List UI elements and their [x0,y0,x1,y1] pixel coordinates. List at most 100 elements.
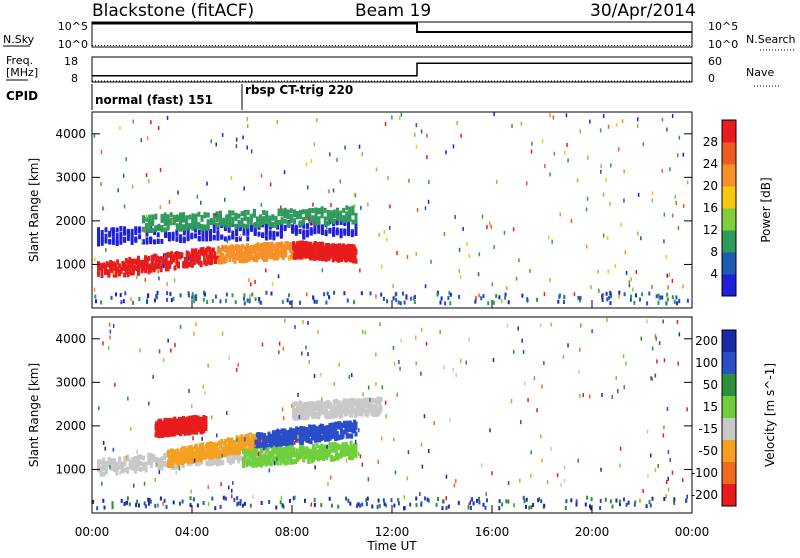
heatmap-cell [225,298,227,303]
heatmap-cell [491,471,493,476]
heatmap-cell [312,447,316,453]
heatmap-cell [140,138,142,143]
heatmap-cell [608,295,611,300]
heatmap-cell [455,479,457,483]
heatmap-cell [577,458,579,463]
heatmap-cell [208,459,212,465]
heatmap-cell [377,498,380,503]
heatmap-cell [352,450,356,456]
heatmap-cell [359,454,362,459]
heatmap-cell [478,496,480,501]
heatmap-cell [266,455,270,461]
heatmap-cell [673,299,676,304]
heatmap-cell [274,218,278,224]
heatmap-cell [159,496,162,501]
heatmap-cell [329,427,333,433]
heatmap-cell [347,228,350,234]
heatmap-cell [287,452,291,458]
heatmap-cell [436,292,439,297]
heatmap-cell [318,450,322,456]
heatmap-cell [276,457,278,461]
heatmap-cell [312,295,315,300]
heatmap-cell [231,230,235,236]
heatmap-cell [457,500,460,505]
heatmap-cell [204,425,208,431]
heatmap-cell [175,214,179,220]
heatmap-cell [312,255,316,261]
heatmap-cell [305,345,307,350]
heatmap-cell [375,167,378,172]
heatmap-cell [366,496,369,501]
heatmap-cell [280,247,284,253]
heatmap-cell [313,425,317,431]
heatmap-cell [216,235,220,241]
heatmap-cell [318,431,322,437]
heatmap-cell [211,254,215,260]
heatmap-cell [139,348,141,353]
heatmap-cell [371,504,374,509]
heatmap-cell [282,416,285,421]
heatmap-cell [330,475,332,480]
heatmap-cell [147,457,151,463]
heatmap-cell [530,505,533,509]
heatmap-cell [335,431,339,437]
heatmap-cell [217,453,221,458]
heatmap-cell [153,229,156,235]
heatmap-cell [143,481,146,486]
heatmap-cell [112,458,116,464]
heatmap-cell [128,462,132,468]
heatmap-cell [486,498,488,503]
heatmap-cell [353,204,356,209]
heatmap-cell [246,117,248,122]
heatmap-cell [273,456,276,462]
heatmap-cell [119,234,123,240]
heatmap-cell [137,257,140,263]
heatmap-cell [166,291,169,296]
heatmap-cell [194,213,198,219]
heatmap-cell [276,450,280,456]
heatmap-cell [252,444,255,450]
heatmap-cell [625,502,628,507]
heatmap-cell [197,249,201,255]
heatmap-cell [219,442,222,448]
heatmap-cell [409,502,412,507]
heatmap-cell [151,227,155,233]
heatmap-cell [525,504,527,509]
heatmap-cell [235,236,239,242]
heatmap-cell [201,236,205,242]
heatmap-cell [108,346,110,351]
heatmap-cell [654,373,657,378]
heatmap-cell [163,216,167,222]
heatmap-cell [665,254,668,259]
heatmap-cell [128,260,132,265]
heatmap-cell [681,478,684,483]
heatmap-cell [150,265,154,271]
heatmap-cell [289,454,293,460]
heatmap-cell [315,299,318,304]
heatmap-cell [194,233,197,239]
heatmap-cell [666,297,669,302]
heatmap-cell [420,129,423,134]
heatmap-cell [132,119,134,124]
colorbar-tick-label: 16 [703,201,718,215]
heatmap-cell [302,411,306,417]
heatmap-cell [281,454,285,460]
heatmap-cell [475,296,477,301]
heatmap-cell [275,505,278,510]
heatmap-cell [148,224,152,230]
heatmap-cell [261,457,265,463]
heatmap-cell [344,448,348,454]
velocity-panel-frame [91,316,693,514]
heatmap-cell [292,405,295,411]
heatmap-cell [282,452,286,458]
heatmap-cell [188,448,192,454]
heatmap-cell [236,496,239,501]
heatmap-cell [197,461,201,467]
heatmap-cell [310,159,313,163]
heatmap-cell [115,233,119,239]
heatmap-cell [286,298,289,303]
heatmap-cell [600,164,602,169]
heatmap-cell [609,290,612,295]
heatmap-cell [229,457,233,463]
heatmap-cell [294,325,296,330]
